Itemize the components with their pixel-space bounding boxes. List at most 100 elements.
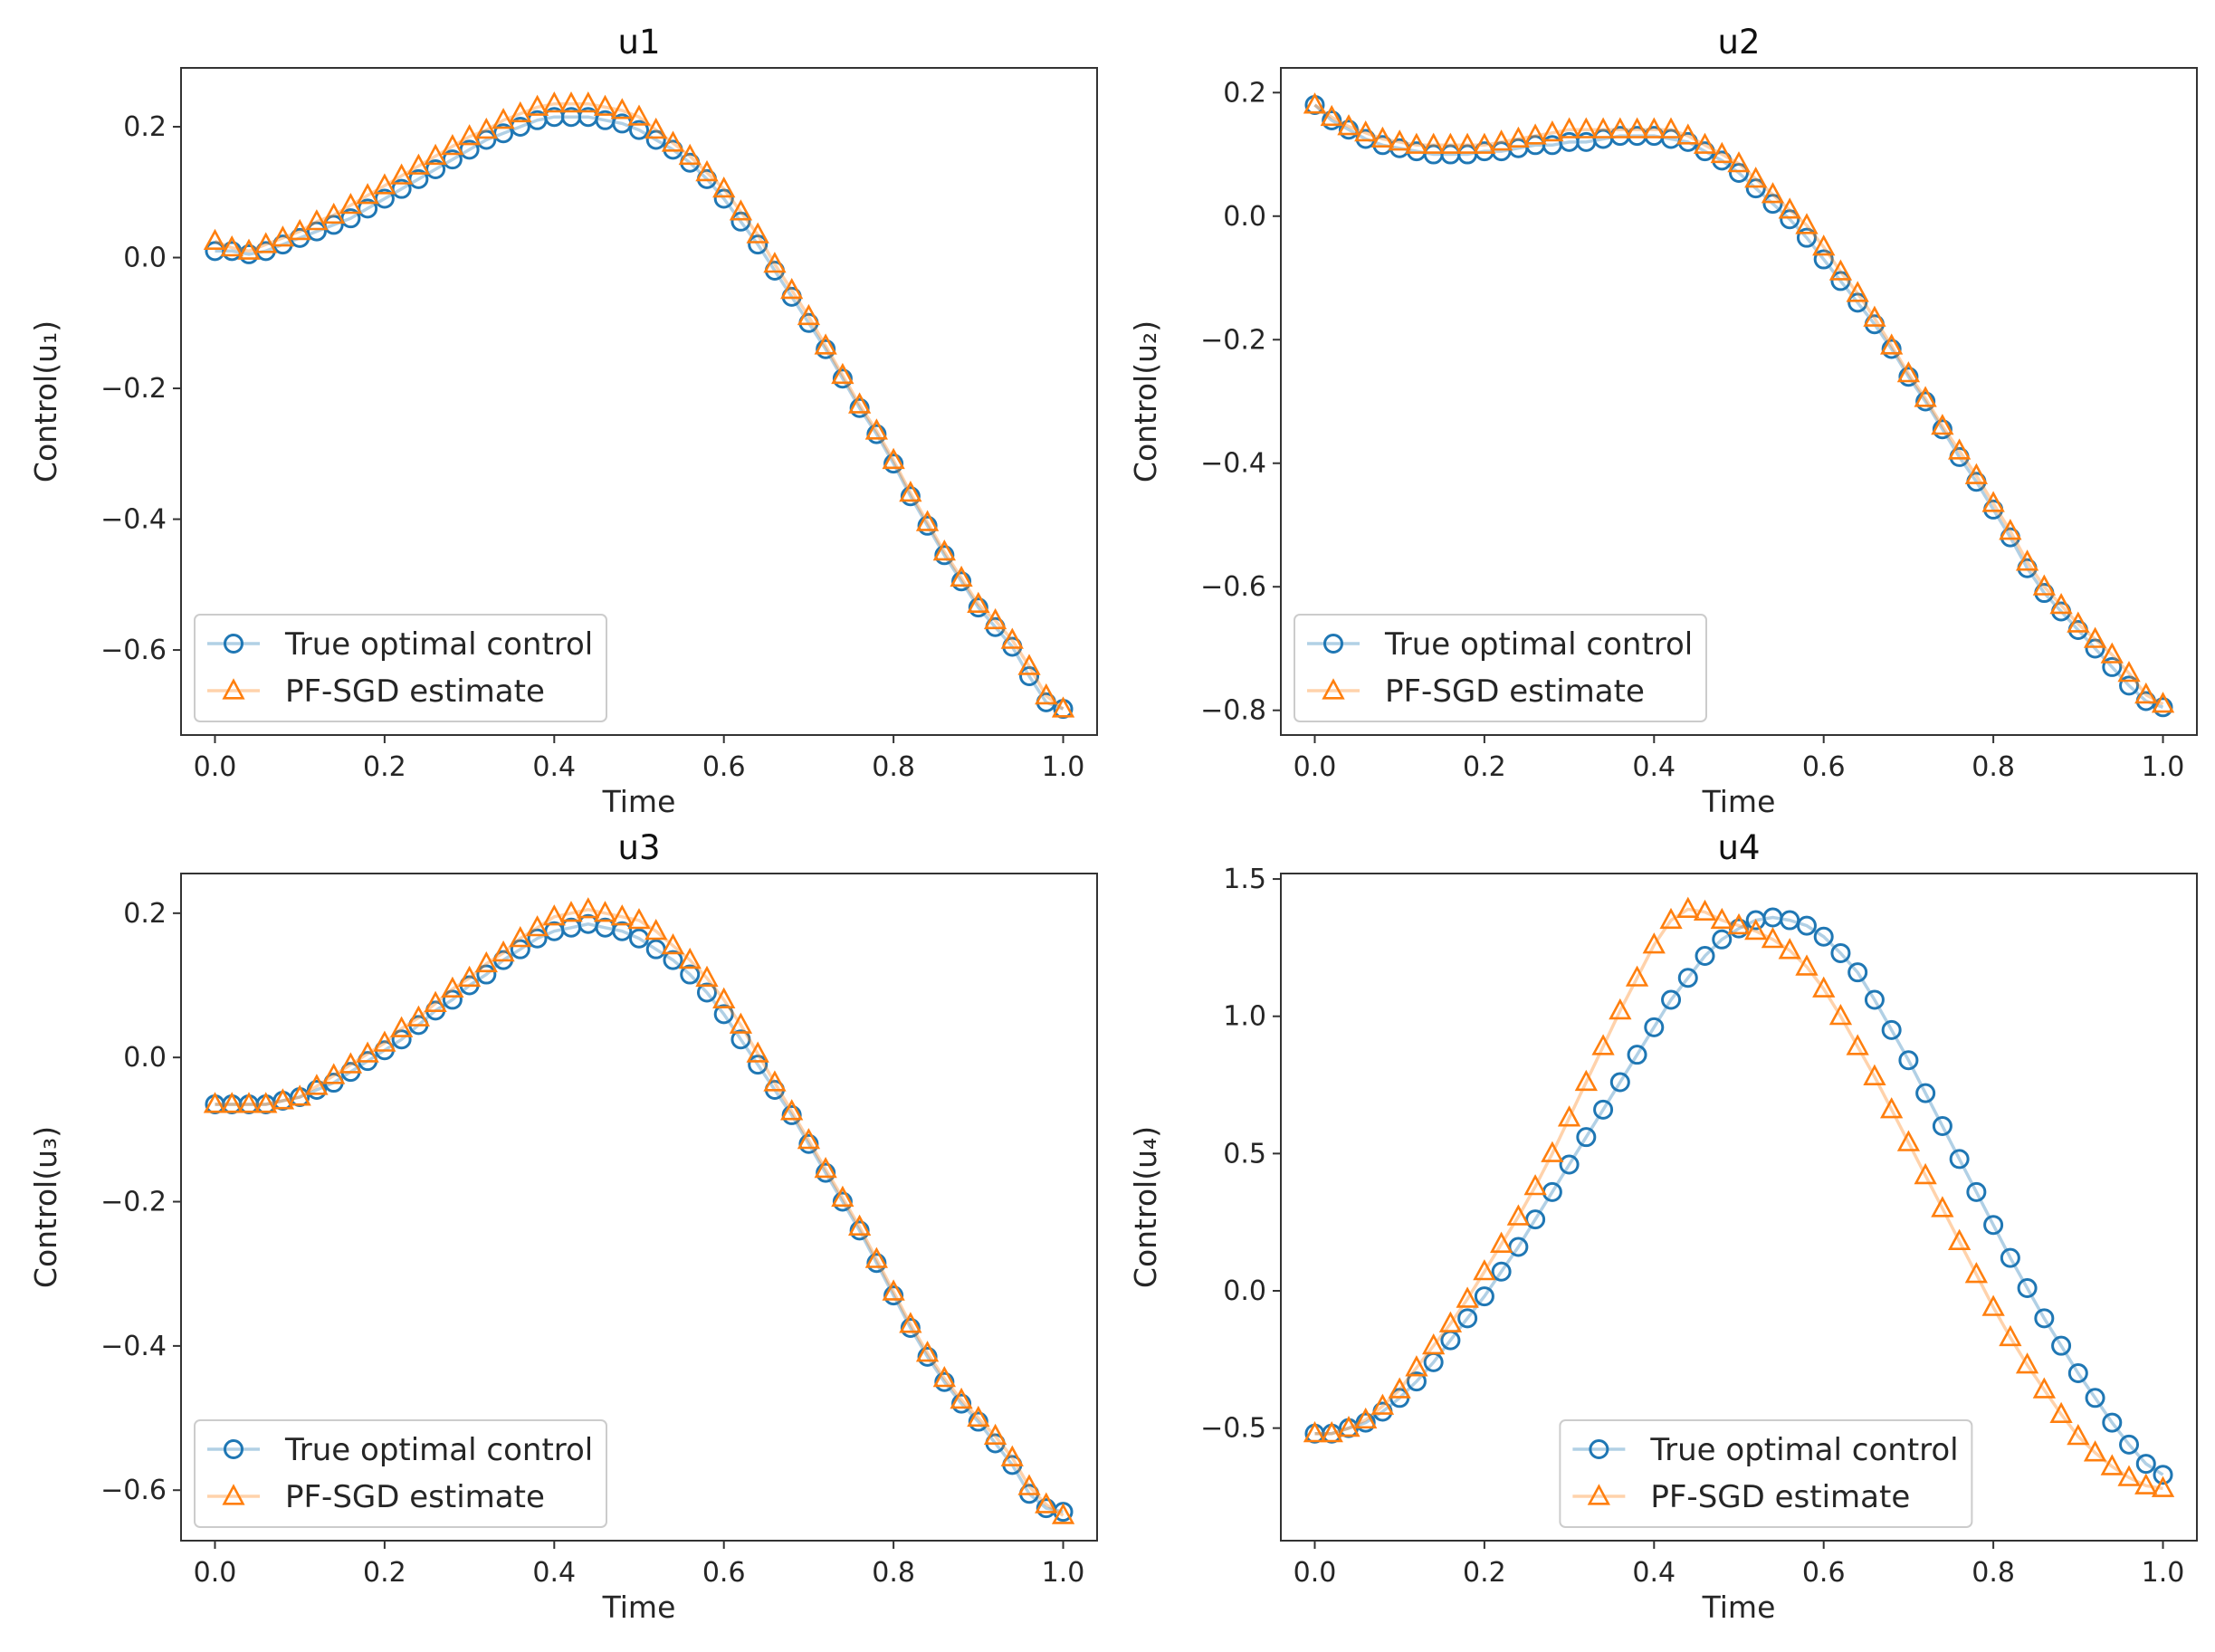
marker-triangle [288,218,311,241]
marker-triangle [1370,126,1395,148]
marker-triangle [305,1074,329,1095]
marker-circle [1881,339,1902,359]
series-line [1314,907,2163,1491]
marker-triangle [1405,1355,1428,1377]
y-axis-label: Control(u₄) [1128,1126,1163,1288]
legend-entry-pf-sgd-estimate: PF-SGD estimate [207,673,545,710]
marker-triangle [1761,182,1785,204]
marker-triangle [220,1092,243,1113]
marker-circle [1589,1439,1609,1459]
marker-circle [1898,367,1919,387]
marker-circle [1712,929,1733,950]
legend-entry-pf-sgd-estimate: PF-SGD estimate [207,1479,545,1515]
marker-triangle [661,932,685,955]
marker-triangle [237,238,261,260]
marker-circle [1559,1154,1580,1175]
x-tick-label: 0.2 [1463,1557,1506,1589]
marker-triangle [695,965,719,988]
marker-triangle [1828,1003,1853,1026]
marker-triangle [457,124,482,146]
marker-triangle [983,1423,1007,1445]
marker-triangle [1812,976,1836,998]
marker-triangle [1473,132,1496,154]
marker-triangle [1541,1141,1564,1162]
x-axis-label: Time [1702,784,1776,819]
marker-circle [900,486,921,507]
legend-entry-true-optimal-control: True optimal control [1307,626,1693,663]
marker-triangle [1931,1196,1954,1218]
marker-triangle [1896,1130,1921,1151]
x-tick-label: 0.4 [532,1557,576,1589]
marker-triangle [932,1365,956,1388]
marker-circle [1323,634,1343,654]
marker-triangle [1456,132,1479,154]
marker-triangle [950,1387,973,1409]
legend: True optimal control PF-SGD estimate [1294,614,1707,722]
marker-triangle [1744,167,1768,188]
y-tick-label: −0.6 [100,635,167,666]
marker-circle [2051,1335,2072,1356]
marker-triangle [678,143,702,166]
marker-circle [1847,962,1868,983]
marker-triangle [1541,119,1564,142]
marker-circle [2102,1412,2123,1433]
marker-circle [1830,942,1851,963]
marker-triangle [1676,123,1700,145]
marker-triangle [424,143,447,166]
marker-circle [1644,1017,1665,1037]
panel-title: u4 [1718,828,1761,867]
marker-circle [1491,1261,1512,1282]
marker-triangle [1795,954,1819,976]
marker-triangle [1609,117,1632,138]
marker-circle [2085,638,2105,659]
series-true-optimal-control [1304,907,2173,1485]
marker-triangle [1591,1034,1615,1055]
marker-circle [1729,163,1749,184]
marker-circle [968,597,988,618]
marker-circle [1796,915,1817,936]
marker-triangle [1591,117,1615,138]
subplot-u3: 0.0 0.2 0.4 0.6 0.8 1.0 −0.6 −0.4 −0.2 0.0 0.2 u3 Ti… [28,828,1098,1625]
marker-circle [1898,1050,1919,1071]
marker-triangle [1035,1492,1058,1514]
marker-triangle [882,447,905,470]
x-tick-label: 0.6 [1802,1557,1846,1589]
marker-triangle [1370,1393,1395,1415]
marker-circle [2102,656,2123,677]
marker-triangle [950,565,973,587]
x-tick-label: 0.2 [363,1557,406,1589]
marker-circle [1457,1308,1478,1329]
marker-triangle [406,153,430,175]
marker-triangle [254,232,278,253]
marker-triangle [222,678,245,700]
marker-circle [2153,1465,2173,1485]
marker-triangle [1422,132,1446,154]
marker-triangle [882,1279,905,1301]
marker-triangle [864,1246,888,1268]
y-tick-label: 1.0 [1223,1001,1266,1033]
subplot-u2: 0.0 0.2 0.4 0.6 0.8 1.0 −0.8 −0.6 −0.4 −0.2 0.0 0.2… [1128,23,2198,819]
marker-circle [1661,989,1682,1010]
x-tick-label: 0.0 [1294,751,1337,783]
marker-triangle [1795,213,1819,234]
marker-circle [391,1029,412,1050]
marker-circle [224,634,243,654]
marker-triangle [339,1052,363,1074]
marker-triangle [1863,305,1886,327]
marker-triangle [2049,1401,2073,1423]
series-line [215,908,1065,1517]
marker-triangle [1659,117,1683,138]
marker-triangle [1778,197,1801,219]
marker-triangle [915,1341,940,1362]
x-tick-label: 0.8 [1972,1557,2015,1589]
marker-triangle [2134,682,2158,704]
marker-circle [1338,119,1359,140]
marker-triangle [1846,1034,1869,1055]
marker-triangle [1035,683,1058,705]
marker-triangle [1523,123,1547,145]
marker-triangle [254,1092,278,1113]
marker-circle [1983,1215,2004,1236]
marker-circle [1762,194,1783,215]
marker-triangle [237,1092,261,1113]
